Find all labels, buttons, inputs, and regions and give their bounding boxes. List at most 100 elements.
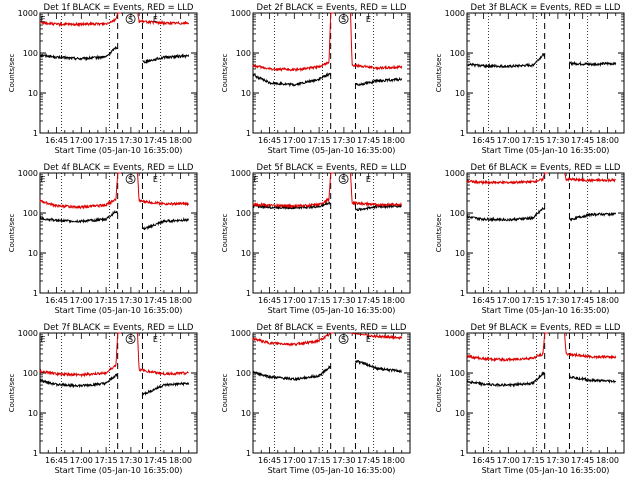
y-tick-label: 100 (236, 209, 251, 218)
lld-series-line (466, 332, 548, 363)
x-axis-label: Start Time (05-Jan-10 16:35:00) (55, 306, 183, 315)
y-tick-label: 10 (28, 409, 38, 418)
y-tick-label: 100 (236, 49, 251, 58)
x-tick-label: 18:00 (382, 136, 405, 145)
y-axis-label: Counts/sec (8, 374, 16, 413)
x-tick-label: 17:00 (283, 296, 306, 305)
x-tick-label: 17:00 (497, 456, 520, 465)
saa-marker-label: S (341, 15, 346, 24)
plot-frame (39, 332, 198, 454)
x-tick-label: 18:00 (169, 296, 192, 305)
eclipse-marker-label: E (253, 175, 258, 184)
plot-frame (466, 332, 625, 454)
saa-marker-circle (125, 14, 136, 24)
lld-series-line (252, 12, 334, 73)
chart-panel: Det 2f BLACK = Events, RED = LLD 1 10 100 10… (221, 3, 411, 155)
saa-marker-label: S (341, 175, 346, 184)
events-series-line (355, 359, 403, 374)
events-series-line (252, 71, 332, 88)
lld-series-line (137, 172, 189, 207)
events-series-line (142, 53, 190, 65)
x-axis-label: Start Time (05-Jan-10 16:35:00) (482, 466, 610, 475)
saa-marker-circle (338, 14, 349, 24)
y-tick-label: 1000 (231, 169, 251, 178)
y-tick-label: 1 (246, 449, 251, 458)
chart-title: Det 2f BLACK = Events, RED = LLD (257, 3, 407, 13)
eclipse-marker-label: E (366, 335, 371, 344)
y-axis-label: Counts/sec (221, 214, 229, 253)
chart-panel: Det 7f BLACK = Events, RED = LLD 1 10 100 10… (8, 323, 198, 475)
lld-series-line (39, 12, 121, 28)
eclipse-marker-label: E (153, 175, 158, 184)
saa-marker-circle (338, 174, 349, 184)
x-tick-label: 16:45 (45, 296, 68, 305)
chart-title: Det 3f BLACK = Events, RED = LLD (471, 3, 621, 13)
chart-title: Det 8f BLACK = Events, RED = LLD (257, 323, 407, 333)
x-tick-label: 17:15 (95, 456, 118, 465)
y-tick-label: 100 (23, 49, 38, 58)
x-tick-label: 18:00 (596, 296, 619, 305)
lld-series-line (137, 12, 190, 27)
eclipse-marker-label: E (40, 335, 45, 344)
events-series-line (39, 45, 119, 62)
x-tick-label: 17:30 (546, 456, 569, 465)
y-tick-label: 100 (450, 49, 465, 58)
lld-series-line (39, 332, 121, 378)
x-tick-label: 17:45 (144, 456, 167, 465)
eclipse-marker-label: E (40, 175, 45, 184)
plot-frame (252, 12, 411, 134)
saa-marker-label: S (128, 175, 133, 184)
y-axis-label: Counts/sec (8, 54, 16, 93)
y-tick-label: 1000 (18, 169, 38, 178)
events-series-line (466, 52, 546, 69)
x-tick-label: 16:45 (258, 136, 281, 145)
y-tick-label: 1000 (445, 329, 465, 338)
events-series-line (142, 381, 190, 396)
eclipse-marker-label: E (366, 15, 371, 24)
x-tick-label: 17:45 (144, 296, 167, 305)
chart-panel: Det 5f BLACK = Events, RED = LLD 1 10 100 10… (221, 163, 411, 315)
x-tick-label: 17:30 (332, 136, 355, 145)
x-axis-label: Start Time (05-Jan-10 16:35:00) (482, 306, 610, 315)
plot-frame (252, 172, 411, 294)
x-tick-label: 17:45 (357, 456, 380, 465)
y-tick-label: 1000 (445, 9, 465, 18)
y-tick-label: 1 (33, 289, 38, 298)
x-tick-label: 16:45 (258, 456, 281, 465)
y-axis-label: Counts/sec (221, 54, 229, 93)
x-axis-label: Start Time (05-Jan-10 16:35:00) (268, 466, 396, 475)
x-tick-label: 18:00 (596, 136, 619, 145)
saa-marker-label: S (341, 335, 346, 344)
chart-panel: Det 9f BLACK = Events, RED = LLD 1 10 100 10… (435, 323, 625, 475)
plot-frame (252, 332, 411, 454)
x-tick-label: 17:15 (522, 136, 545, 145)
y-tick-label: 1 (246, 129, 251, 138)
chart-title: Det 6f BLACK = Events, RED = LLD (471, 163, 621, 173)
eclipse-marker-label: E (153, 15, 158, 24)
x-tick-label: 16:45 (45, 136, 68, 145)
y-axis-label: Counts/sec (221, 374, 229, 413)
x-tick-label: 17:30 (119, 296, 142, 305)
y-axis-label: Counts/sec (8, 214, 16, 253)
y-tick-label: 1 (33, 129, 38, 138)
y-tick-label: 100 (23, 209, 38, 218)
y-tick-label: 10 (28, 89, 38, 98)
y-tick-label: 1 (460, 129, 465, 138)
y-tick-label: 10 (455, 89, 465, 98)
lld-series-line (252, 172, 334, 209)
x-tick-label: 17:00 (283, 136, 306, 145)
x-tick-label: 17:30 (546, 296, 569, 305)
y-tick-label: 1000 (231, 9, 251, 18)
chart-title: Det 4f BLACK = Events, RED = LLD (44, 163, 194, 173)
events-series-line (466, 371, 546, 388)
chart-panel: Det 8f BLACK = Events, RED = LLD 1 10 100 10… (221, 323, 411, 475)
chart-panel: Det 6f BLACK = Events, RED = LLD 1 10 100 10… (435, 163, 625, 315)
chart-panel: Det 1f BLACK = Events, RED = LLD 1 10 100 10… (8, 3, 198, 155)
events-series-line (252, 201, 332, 211)
x-tick-label: 17:45 (357, 296, 380, 305)
x-tick-label: 18:00 (382, 296, 405, 305)
lld-series-line (252, 332, 334, 347)
x-axis-label: Start Time (05-Jan-10 16:35:00) (55, 466, 183, 475)
lld-series-line (137, 332, 189, 377)
x-tick-label: 17:45 (357, 136, 380, 145)
